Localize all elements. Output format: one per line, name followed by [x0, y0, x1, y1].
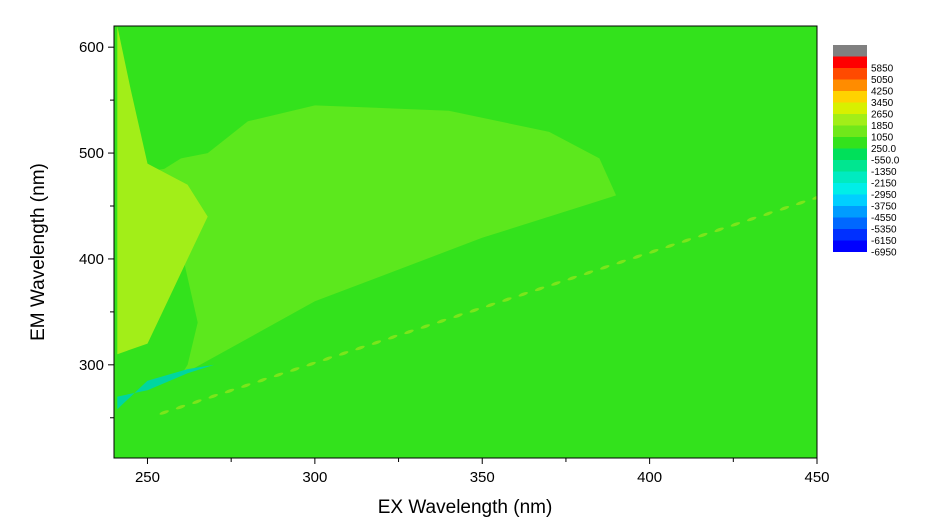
scatter-dash [175, 404, 186, 410]
legend-label: 2650 [871, 110, 894, 121]
y-tick-label: 300 [79, 357, 104, 374]
scatter-dash [192, 399, 202, 404]
scatter-dash [763, 211, 773, 216]
legend-label: -5350 [871, 225, 897, 236]
scatter-dash [322, 356, 333, 361]
contour-regions [117, 26, 617, 410]
legend-swatch [833, 137, 867, 149]
legend-label: -1350 [871, 167, 897, 178]
scatter-dash [453, 313, 463, 318]
legend-label: -4550 [871, 213, 897, 224]
scatter-dash [469, 308, 480, 313]
y-tick-label: 400 [79, 251, 104, 268]
legend-label: -2150 [871, 179, 897, 190]
legend-label: -3750 [871, 202, 897, 213]
legend-label: -6950 [871, 248, 897, 259]
scatter-dash [273, 372, 284, 378]
x-tick-label: 250 [135, 469, 160, 486]
legend-label: 1850 [871, 121, 894, 132]
scatter-dash [241, 383, 251, 388]
legend-swatch [833, 229, 867, 241]
broad-emission-plateau [130, 105, 617, 406]
scatter-dash [436, 318, 447, 324]
legend-swatch [833, 171, 867, 183]
scatter-dash [355, 345, 365, 351]
scatter-dash [290, 367, 300, 372]
scatter-dash [420, 324, 431, 329]
legend-swatch [833, 206, 867, 218]
scatter-dash [795, 200, 806, 206]
y-axis-title: EM Wavelength (nm) [28, 163, 49, 341]
scatter-dash [681, 238, 692, 243]
plot-area [114, 26, 817, 458]
legend-swatch [833, 114, 867, 126]
legend-label: 4250 [871, 87, 894, 98]
legend-swatch [833, 56, 867, 68]
legend-swatch [833, 160, 867, 172]
legend-label: 1050 [871, 133, 894, 144]
x-tick-label: 450 [804, 469, 829, 486]
legend-label: 250.0 [871, 144, 896, 155]
legend-swatch [833, 125, 867, 137]
scatter-line [159, 195, 817, 415]
y-tick-label: 500 [79, 145, 104, 162]
scatter-dash [502, 297, 512, 302]
legend-swatch [833, 79, 867, 91]
plot-frame [113, 25, 818, 459]
legend-swatch [833, 240, 867, 252]
scatter-dash [257, 377, 267, 383]
legend-swatch [833, 183, 867, 195]
legend-swatch [833, 194, 867, 206]
scatter-dash [338, 351, 349, 356]
legend-swatch [833, 217, 867, 229]
scatter-dash [730, 222, 741, 227]
scatter-dash [779, 206, 790, 211]
scatter-dash [746, 216, 757, 222]
scatter-dash [698, 232, 708, 238]
legend-label: -550.0 [871, 156, 900, 167]
scatter-dash [387, 334, 398, 340]
x-tick-label: 300 [302, 469, 327, 486]
y-axis: 300 400 500 600 [79, 39, 114, 419]
left-edge-noise [117, 26, 208, 355]
color-legend: 5850505042503450265018501050250.0-550.0-… [833, 45, 900, 259]
scatter-dash [159, 410, 169, 415]
x-axis-title: EX Wavelength (nm) [378, 497, 553, 518]
scatter-dash [534, 286, 545, 292]
scatter-dash [485, 302, 496, 308]
scatter-dash [649, 249, 659, 254]
legend-label: 5050 [871, 75, 894, 86]
legend-swatch [833, 68, 867, 80]
scatter-dash [665, 243, 675, 249]
scatter-dash [518, 292, 528, 297]
legend-swatch-top [833, 45, 867, 57]
scatter-dash [714, 227, 724, 233]
scatter-dash [404, 329, 414, 335]
scatter-dash [306, 361, 316, 367]
scatter-dash [224, 388, 235, 394]
legend-swatch [833, 102, 867, 114]
scatter-dash [600, 265, 610, 270]
scatter-dash [632, 254, 643, 259]
scatter-dash [583, 270, 594, 276]
legend-swatch [833, 91, 867, 103]
scatter-dash [371, 340, 382, 345]
x-tick-label: 400 [637, 469, 662, 486]
x-axis: 250 300 350 400 450 [135, 458, 830, 486]
legend-swatch [833, 148, 867, 160]
legend-label: 5850 [871, 64, 894, 75]
scatter-dash [551, 281, 561, 286]
scatter-dash [208, 394, 218, 399]
legend-label: 3450 [871, 98, 894, 109]
legend-label: -2950 [871, 190, 897, 201]
legend-label: -6150 [871, 236, 897, 247]
scatter-dash [616, 259, 626, 265]
x-tick-label: 350 [470, 469, 495, 486]
scatter-dash [567, 275, 577, 281]
y-tick-label: 600 [79, 39, 104, 56]
